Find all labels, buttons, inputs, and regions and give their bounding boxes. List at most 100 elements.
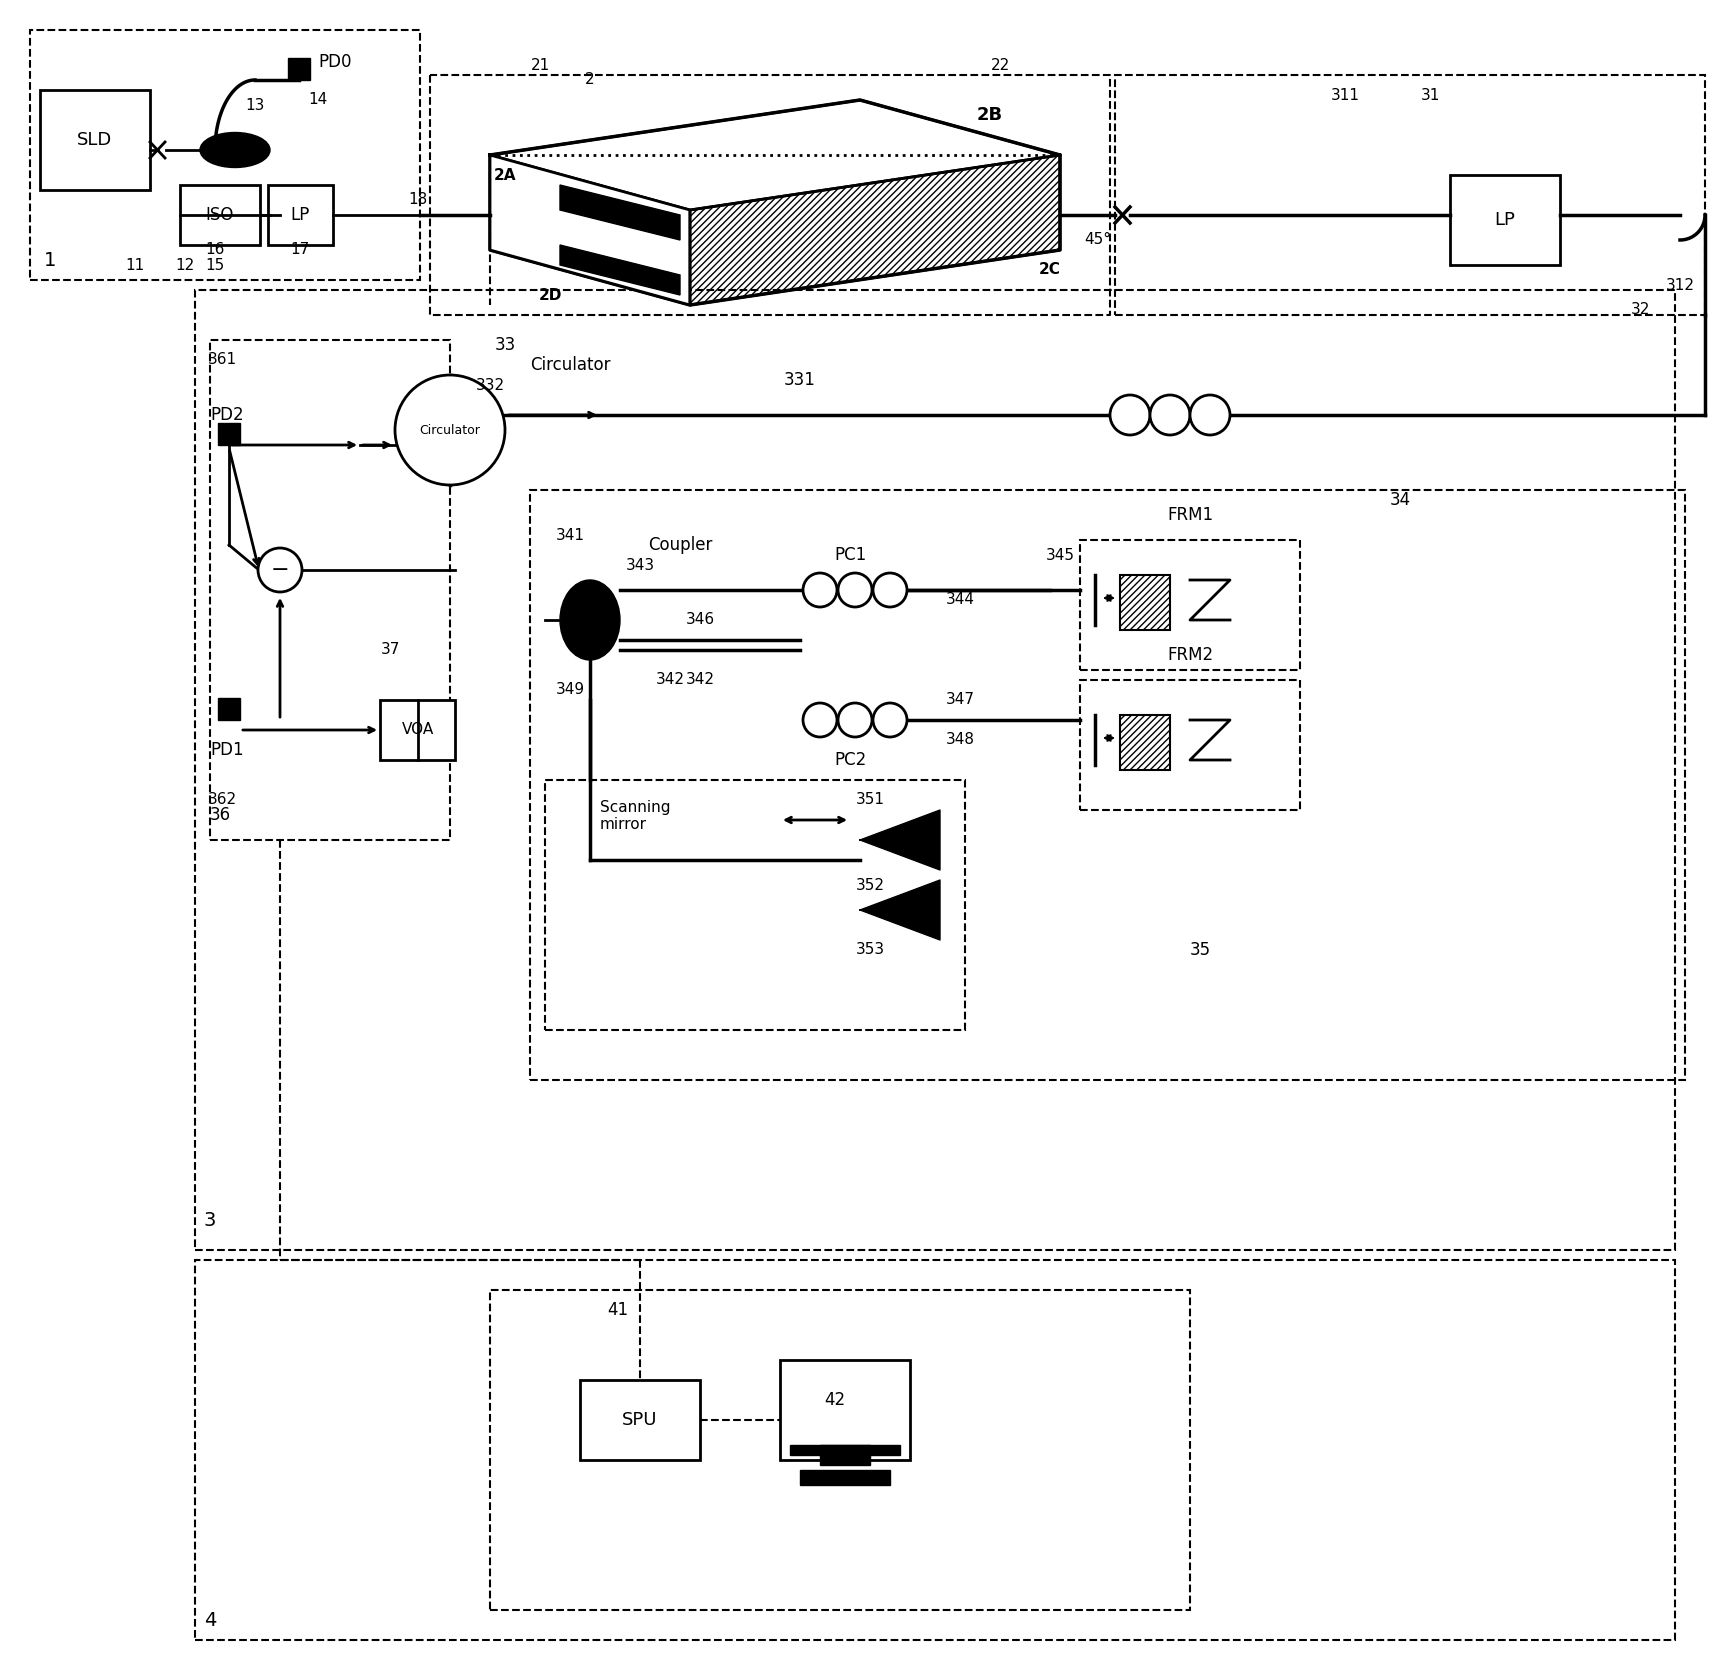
Text: 348: 348 <box>945 732 975 747</box>
Text: 362: 362 <box>207 792 237 807</box>
Text: Scanning
mirror: Scanning mirror <box>600 800 670 832</box>
Text: ISO: ISO <box>206 206 235 225</box>
Bar <box>218 697 240 721</box>
Circle shape <box>257 547 302 592</box>
Text: LP: LP <box>1495 211 1515 230</box>
Text: 34: 34 <box>1389 491 1410 509</box>
Bar <box>29 30 420 280</box>
Text: PD0: PD0 <box>318 53 353 72</box>
Text: 2B: 2B <box>976 106 1002 125</box>
Text: 342: 342 <box>686 672 714 687</box>
Bar <box>380 701 454 760</box>
Text: SPU: SPU <box>622 1411 658 1429</box>
Bar <box>289 58 309 80</box>
Text: 1: 1 <box>43 251 57 270</box>
Text: 349: 349 <box>555 682 584 697</box>
Text: 341: 341 <box>555 527 584 542</box>
Text: PD2: PD2 <box>211 406 244 424</box>
Text: 351: 351 <box>855 792 885 807</box>
Circle shape <box>873 572 907 607</box>
Text: 345: 345 <box>1045 547 1075 562</box>
Circle shape <box>396 374 505 484</box>
Text: 332: 332 <box>475 378 505 393</box>
Text: PC1: PC1 <box>835 546 866 564</box>
Bar <box>1120 576 1170 631</box>
Text: 15: 15 <box>206 258 225 273</box>
Bar <box>544 780 964 1030</box>
Circle shape <box>838 572 873 607</box>
Bar <box>1115 75 1706 314</box>
Text: 343: 343 <box>626 557 655 572</box>
Text: 352: 352 <box>855 877 885 892</box>
Text: 45°: 45° <box>1085 233 1111 248</box>
Bar <box>195 290 1674 1250</box>
Ellipse shape <box>200 133 270 168</box>
Text: 17: 17 <box>290 243 309 258</box>
Circle shape <box>804 572 836 607</box>
Text: 31: 31 <box>1420 88 1439 103</box>
Bar <box>180 185 259 245</box>
Bar <box>1080 681 1299 810</box>
Text: 361: 361 <box>207 353 237 368</box>
Text: 2A: 2A <box>494 168 517 183</box>
Polygon shape <box>861 810 940 870</box>
Text: SLD: SLD <box>78 131 112 150</box>
Polygon shape <box>560 245 681 295</box>
Text: 11: 11 <box>126 258 145 273</box>
Text: 35: 35 <box>1189 942 1211 958</box>
Circle shape <box>1151 394 1191 434</box>
Text: 2D: 2D <box>539 288 562 303</box>
Polygon shape <box>560 185 681 240</box>
Bar <box>1080 541 1299 671</box>
Text: Circulator: Circulator <box>530 356 610 374</box>
Bar <box>268 185 334 245</box>
Bar <box>218 423 240 444</box>
Bar <box>581 1379 700 1459</box>
Text: 36: 36 <box>209 805 230 824</box>
Text: 18: 18 <box>408 193 427 208</box>
Text: PC2: PC2 <box>835 750 866 769</box>
Text: 13: 13 <box>245 98 264 113</box>
Bar <box>1120 716 1170 770</box>
Text: 344: 344 <box>945 592 975 607</box>
Circle shape <box>838 702 873 737</box>
Text: 12: 12 <box>175 258 195 273</box>
Circle shape <box>1191 394 1230 434</box>
Bar <box>491 1290 1191 1611</box>
Text: 22: 22 <box>990 58 1009 73</box>
Text: 2: 2 <box>586 73 594 88</box>
Bar <box>821 1444 869 1464</box>
Text: Coupler: Coupler <box>648 536 712 554</box>
Text: 342: 342 <box>655 672 684 687</box>
Text: 32: 32 <box>1630 303 1650 318</box>
Text: 14: 14 <box>308 93 328 108</box>
Text: 33: 33 <box>494 336 515 354</box>
Text: 347: 347 <box>945 692 975 707</box>
Text: 42: 42 <box>824 1391 845 1409</box>
Bar <box>40 90 150 190</box>
Bar <box>779 1359 911 1459</box>
Circle shape <box>1109 394 1151 434</box>
Bar <box>1450 175 1560 265</box>
Text: LP: LP <box>290 206 309 225</box>
Circle shape <box>873 702 907 737</box>
Text: Circulator: Circulator <box>420 424 480 436</box>
Bar <box>790 1444 900 1454</box>
Text: 353: 353 <box>855 942 885 957</box>
Text: 311: 311 <box>1331 88 1360 103</box>
Text: 21: 21 <box>530 58 550 73</box>
Text: 2C: 2C <box>1039 263 1061 278</box>
Text: 346: 346 <box>686 612 715 627</box>
Ellipse shape <box>560 581 620 661</box>
Bar <box>530 489 1685 1080</box>
Text: VOA: VOA <box>403 722 434 737</box>
Bar <box>195 1260 1674 1641</box>
Polygon shape <box>861 880 940 940</box>
Text: 331: 331 <box>785 371 816 389</box>
Text: 37: 37 <box>380 642 399 657</box>
Polygon shape <box>491 100 1059 210</box>
Text: 4: 4 <box>204 1611 216 1629</box>
Text: 41: 41 <box>608 1301 629 1320</box>
Text: 3: 3 <box>204 1210 216 1230</box>
Text: FRM1: FRM1 <box>1166 506 1213 524</box>
